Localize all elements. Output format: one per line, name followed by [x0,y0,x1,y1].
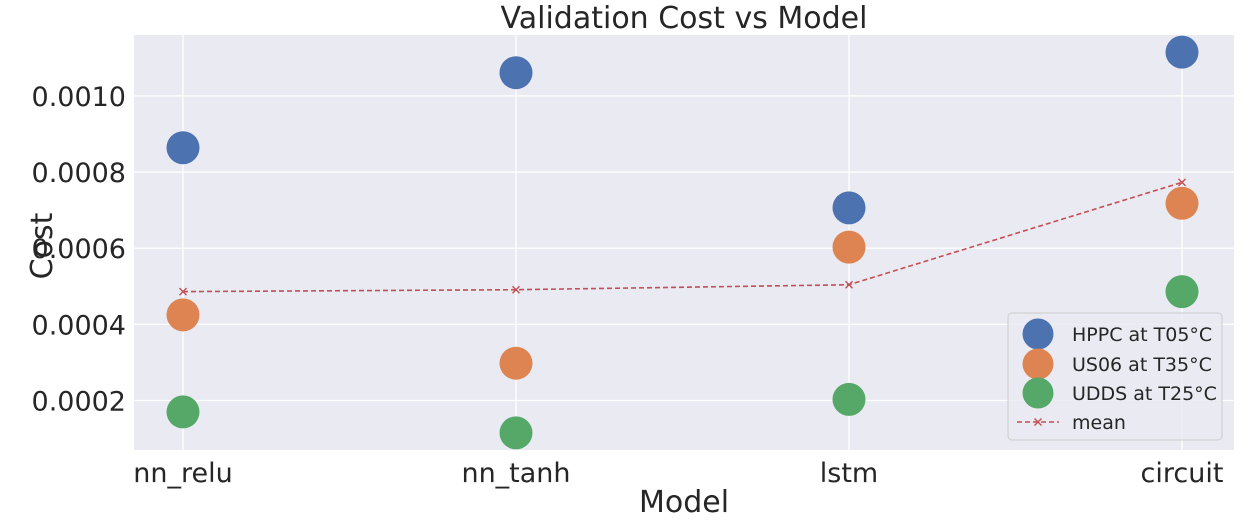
x-tick-labels: nn_relu nn_tanh lstm circuit [133,458,1223,489]
legend-marker [1022,377,1054,409]
y-tick-labels: 0.0002 0.0004 0.0006 0.0008 0.0010 [32,82,126,418]
legend-label: US06 at T35°C [1072,354,1212,376]
data-point [499,56,533,90]
mean-point [179,287,187,296]
y-tick-label: 0.0008 [32,158,126,189]
legend-line-marker [1034,418,1042,426]
x-tick-label: nn_relu [133,458,232,489]
legend-label: UDDS at T25°C [1072,383,1217,405]
data-point [832,382,866,416]
grid [134,35,1234,450]
legend-box [1007,312,1223,441]
data-point [832,191,866,225]
y-tick-label: 0.0004 [32,310,126,341]
marks [166,35,1199,450]
x-axis-label: Model [639,485,729,520]
data-point [166,395,200,429]
data-point [499,416,533,450]
mean-point [512,285,520,294]
y-axis-label: Cost [25,212,60,279]
data-point [1165,275,1199,309]
legend-label: mean [1072,412,1126,434]
data-point [1165,35,1199,69]
data-point [1165,186,1199,220]
y-tick-label: 0.0006 [32,234,126,265]
x-tick-label: nn_tanh [461,458,570,489]
y-tick-label: 0.0002 [32,387,126,418]
y-tick-label: 0.0010 [32,82,126,113]
data-point [166,131,200,165]
mean-point [1178,178,1186,187]
x-tick-label: circuit [1141,458,1224,489]
legend-marker [1022,318,1054,350]
data-point [499,346,533,380]
x-tick-label: lstm [820,458,878,489]
chart-title: Validation Cost vs Model [501,1,868,36]
legend-label: HPPC at T05°C [1072,324,1212,346]
legend-marker [1022,348,1054,380]
mean-point [845,280,853,289]
data-point [832,230,866,264]
data-point [166,298,200,332]
legend: HPPC at T05°C US06 at T35°C UDDS at T25°C m… [1007,312,1223,441]
mean-line [182,181,1183,293]
